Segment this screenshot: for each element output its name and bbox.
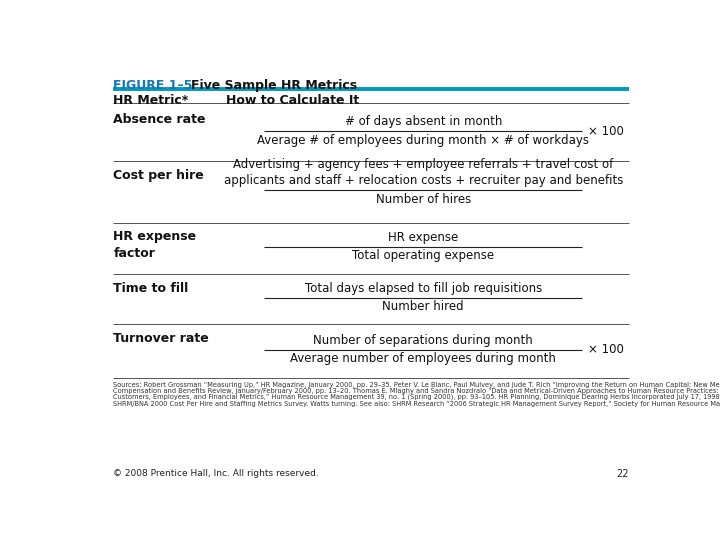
Text: Customers, Employees, and Financial Metrics,” Human Resource Management 39, no. : Customers, Employees, and Financial Metr… <box>113 394 720 401</box>
Text: HR Metric*: HR Metric* <box>113 94 189 107</box>
Text: Absence rate: Absence rate <box>113 112 206 125</box>
Text: 22: 22 <box>616 469 629 479</box>
Text: SHRM/BNA 2000 Cost Per Hire and Staffing Metrics Survey. Watts turning. See also: SHRM/BNA 2000 Cost Per Hire and Staffing… <box>113 401 720 407</box>
Text: Cost per hire: Cost per hire <box>113 168 204 182</box>
Text: # of days absent in month: # of days absent in month <box>345 116 502 129</box>
Text: FIGURE 1–5: FIGURE 1–5 <box>113 79 193 92</box>
Text: © 2008 Prentice Hall, Inc. All rights reserved.: © 2008 Prentice Hall, Inc. All rights re… <box>113 469 319 478</box>
Text: Sources: Robert Grossman “Measuring Up,” HR Magazine, January 2000, pp. 29–35. P: Sources: Robert Grossman “Measuring Up,”… <box>113 382 720 388</box>
Text: Number of separations during month: Number of separations during month <box>313 334 533 347</box>
Text: Five Sample HR Metrics: Five Sample HR Metrics <box>191 79 357 92</box>
Text: Total days elapsed to fill job requisitions: Total days elapsed to fill job requisiti… <box>305 282 542 295</box>
Text: How to Calculate It: How to Calculate It <box>225 94 359 107</box>
Text: Turnover rate: Turnover rate <box>113 332 209 345</box>
Text: Total operating expense: Total operating expense <box>352 249 495 262</box>
Text: × 100: × 100 <box>588 125 624 138</box>
Text: Compensation and Benefits Review, January/February 2000, pp. 13–20. Thomas E. Ml: Compensation and Benefits Review, Januar… <box>113 388 720 394</box>
Text: HR expense: HR expense <box>388 231 459 244</box>
Text: Advertising + agency fees + employee referrals + travel cost of
applicants and s: Advertising + agency fees + employee ref… <box>224 158 623 187</box>
Text: Average number of employees during month: Average number of employees during month <box>290 352 556 365</box>
Text: Number hired: Number hired <box>382 300 464 313</box>
Text: Average # of employees during month × # of workdays: Average # of employees during month × # … <box>257 134 589 147</box>
Text: × 100: × 100 <box>588 343 624 356</box>
Text: HR expense
factor: HR expense factor <box>113 231 197 260</box>
Text: Time to fill: Time to fill <box>113 282 189 295</box>
Text: Number of hires: Number of hires <box>376 193 471 206</box>
